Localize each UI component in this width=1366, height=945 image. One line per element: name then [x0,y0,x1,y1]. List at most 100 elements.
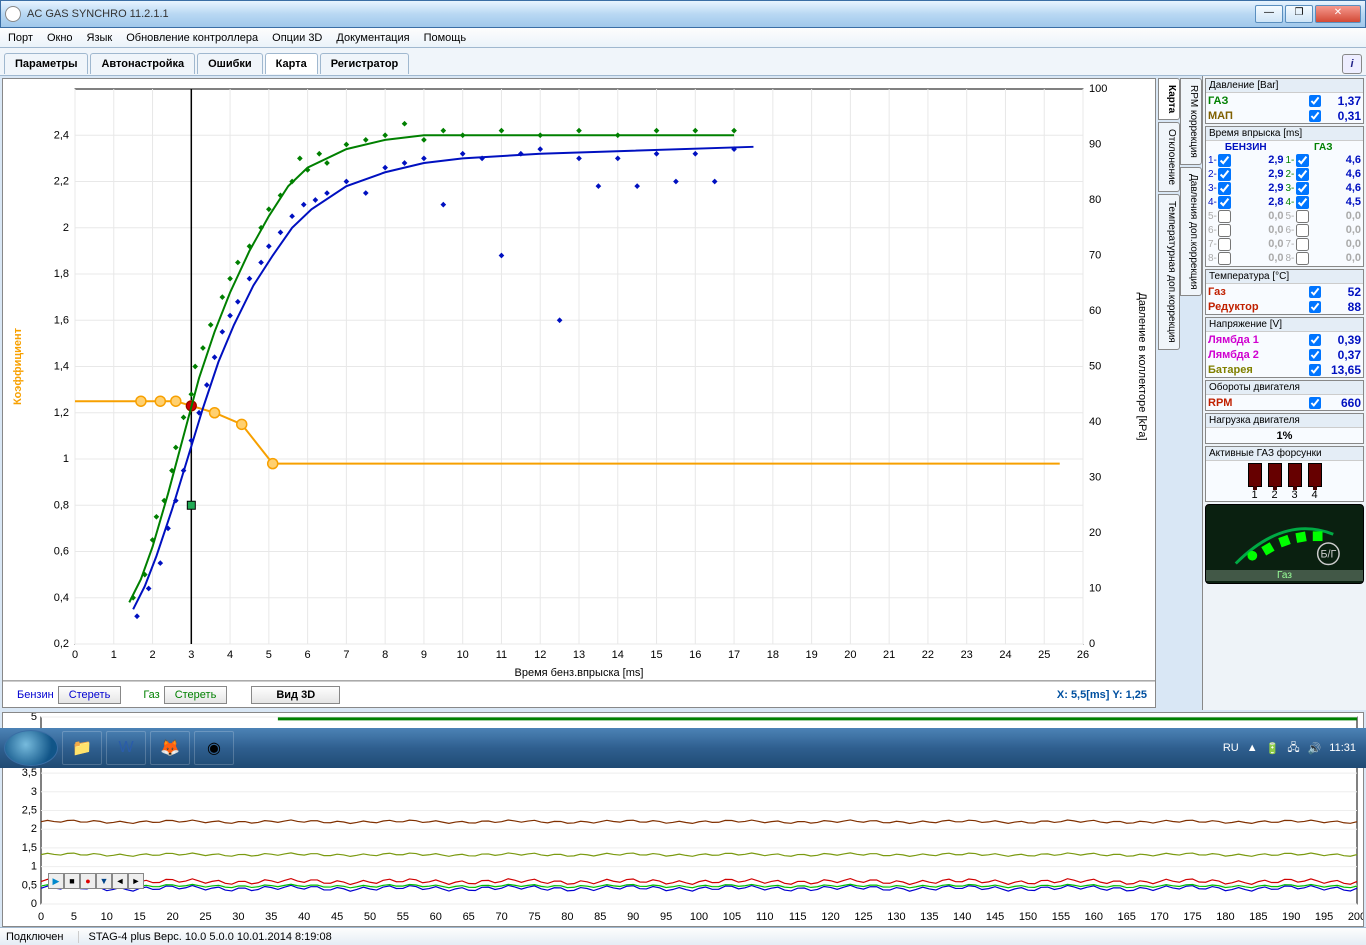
pressure-gas-value: 1,37 [1321,94,1361,108]
rpm-checkbox[interactable] [1309,397,1321,409]
svg-text:65: 65 [463,911,475,923]
temp-reducer-checkbox[interactable] [1309,301,1321,313]
svg-text:70: 70 [495,911,507,923]
pressure-gas-checkbox[interactable] [1309,95,1321,107]
temp-gas-checkbox[interactable] [1309,286,1321,298]
inj-benzin-7-checkbox[interactable] [1218,238,1231,251]
erase-gas-button[interactable]: Стереть [164,686,228,704]
temp-reducer-value: 88 [1321,300,1361,314]
svg-text:1,5: 1,5 [22,842,37,854]
osc-stop-button[interactable]: ■ [64,873,80,889]
pressure-title: Давление [Bar] [1206,79,1363,93]
rpm-panel: Обороты двигателя RPM660 [1205,380,1364,411]
lambda1-label: Лямбда 1 [1208,334,1309,346]
window-title: AC GAS SYNCHRO 11.2.1.1 [27,8,1255,20]
fuel-gauge[interactable]: Б/Г Газ [1205,504,1364,584]
svg-text:170: 170 [1150,911,1168,923]
svg-text:21: 21 [883,649,895,661]
inj-benzin-4-checkbox[interactable] [1218,196,1231,209]
erase-benzin-button[interactable]: Стереть [58,686,122,704]
inj-benzin-1-checkbox[interactable] [1218,154,1231,167]
close-button[interactable]: ✕ [1315,5,1361,23]
inj-gas-7-checkbox[interactable] [1296,238,1309,251]
side-tab-2[interactable]: Температурная доп.коррекция [1158,194,1180,350]
side-tab-0[interactable]: Карта [1158,78,1180,120]
taskbar-app-icon[interactable]: ◉ [194,731,234,765]
pressure-map-checkbox[interactable] [1309,110,1321,122]
tab-Регистратор[interactable]: Регистратор [320,53,410,74]
svg-text:8: 8 [382,649,388,661]
inj-gas-2-checkbox[interactable] [1296,168,1309,181]
osc-record-button[interactable]: ● [80,873,96,889]
svg-text:6: 6 [305,649,311,661]
injectors-title: Активные ГАЗ форсунки [1206,447,1363,461]
inj-gas-3-checkbox[interactable] [1296,182,1309,195]
inj-gas-4-checkbox[interactable] [1296,196,1309,209]
injectors-panel: Активные ГАЗ форсунки 1234 [1205,446,1364,502]
tray-clock[interactable]: 11:31 [1329,742,1356,754]
inj-benzin-2-checkbox[interactable] [1218,168,1231,181]
side-tab-r-0[interactable]: RPM коррекция [1180,78,1202,165]
tab-Карта[interactable]: Карта [265,53,318,74]
inj-benzin-8-checkbox[interactable] [1218,252,1231,265]
lambda2-value: 0,37 [1321,348,1361,362]
tray-battery-icon[interactable]: 🔋 [1266,742,1280,755]
tray-network-icon[interactable]: 🖧 [1287,739,1299,758]
menu-Окно[interactable]: Окно [47,32,73,44]
tab-Параметры[interactable]: Параметры [4,53,88,74]
inj-benzin-5-checkbox[interactable] [1218,210,1231,223]
info-button[interactable]: i [1342,54,1362,74]
menu-Язык[interactable]: Язык [87,32,113,44]
inj-gas-5-checkbox[interactable] [1296,210,1309,223]
battery-checkbox[interactable] [1309,364,1321,376]
tab-Автонастройка[interactable]: Автонастройка [90,53,195,74]
start-button[interactable] [4,730,58,766]
svg-text:Коэффициент: Коэффициент [12,327,24,405]
lambda1-checkbox[interactable] [1309,334,1321,346]
svg-text:30: 30 [1089,472,1101,484]
minimize-button[interactable]: — [1255,5,1283,23]
view-3d-button[interactable]: Вид 3D [251,686,340,704]
svg-text:2: 2 [149,649,155,661]
osc-play-button[interactable]: ▶ [48,873,64,889]
inj-gas-6-checkbox[interactable] [1296,224,1309,237]
svg-text:3,5: 3,5 [22,767,37,779]
menu-Опции 3D[interactable]: Опции 3D [272,32,322,44]
svg-text:1,8: 1,8 [54,268,69,280]
svg-text:105: 105 [723,911,741,923]
svg-text:Б/Г: Б/Г [1320,549,1336,561]
tray-volume-icon[interactable]: 🔊 [1308,742,1322,755]
svg-text:17: 17 [728,649,740,661]
osc-prev-button[interactable]: ◄ [112,873,128,889]
svg-text:Время бенз.впрыска [ms]: Время бенз.впрыска [ms] [515,667,644,679]
svg-text:70: 70 [1089,250,1101,262]
menu-Помощь[interactable]: Помощь [424,32,467,44]
maximize-button[interactable]: ❐ [1285,5,1313,23]
osc-next-button[interactable]: ► [128,873,144,889]
svg-text:80: 80 [1089,194,1101,206]
svg-text:1: 1 [31,861,37,873]
menu-Порт[interactable]: Порт [8,32,33,44]
side-tab-r-1[interactable]: Давления доп.коррекция [1180,167,1202,297]
svg-text:13: 13 [573,649,585,661]
inj-benzin-6-checkbox[interactable] [1218,224,1231,237]
svg-text:135: 135 [920,911,938,923]
osc-marker-button[interactable]: ▼ [96,873,112,889]
svg-text:100: 100 [690,911,708,923]
inj-gas-1-checkbox[interactable] [1296,154,1309,167]
inj-benzin-3-checkbox[interactable] [1218,182,1231,195]
rpm-value: 660 [1321,396,1361,410]
taskbar-explorer-icon[interactable]: 📁 [62,731,102,765]
taskbar-word-icon[interactable]: W [106,731,146,765]
tray-flag-icon[interactable]: ▲ [1247,742,1258,754]
inj-gas-8-checkbox[interactable] [1296,252,1309,265]
menu-Документация[interactable]: Документация [336,32,409,44]
svg-text:200: 200 [1348,911,1363,923]
tab-Ошибки[interactable]: Ошибки [197,53,263,74]
taskbar-firefox-icon[interactable]: 🦊 [150,731,190,765]
side-tab-1[interactable]: Отклонение [1158,122,1180,192]
tray-lang[interactable]: RU [1223,742,1239,754]
label-benzin: Бензин [17,689,54,701]
lambda2-checkbox[interactable] [1309,349,1321,361]
menu-Обновление контроллера[interactable]: Обновление контроллера [126,32,258,44]
